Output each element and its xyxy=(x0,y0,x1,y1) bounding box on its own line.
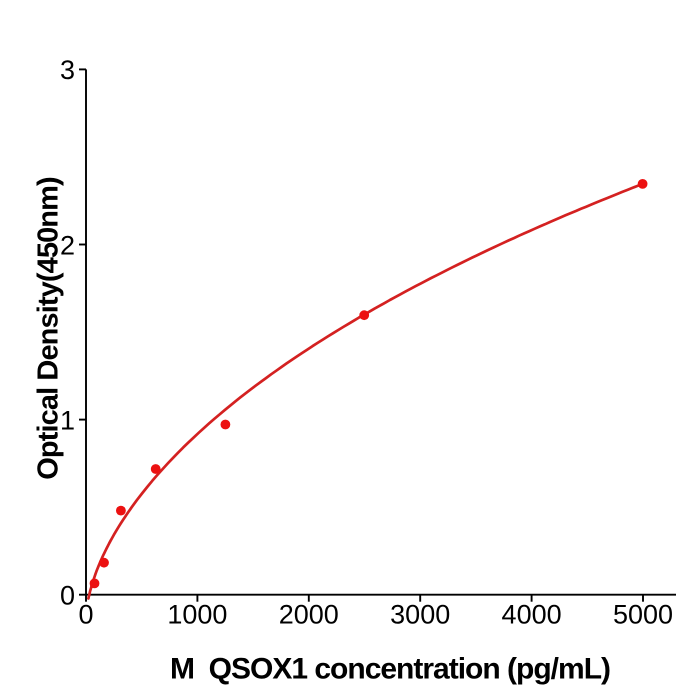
svg-text:3: 3 xyxy=(60,55,75,85)
svg-text:1: 1 xyxy=(60,405,75,435)
svg-text:2: 2 xyxy=(60,230,75,260)
svg-text:5000: 5000 xyxy=(613,600,673,630)
svg-text:2000: 2000 xyxy=(279,600,339,630)
svg-text:M QSOX1 concentration (pg/mL): M QSOX1 concentration (pg/mL) xyxy=(170,653,610,686)
svg-text:4000: 4000 xyxy=(502,600,562,630)
svg-text:0: 0 xyxy=(78,600,93,630)
svg-text:1000: 1000 xyxy=(167,600,227,630)
svg-text:Optical Density(450nm): Optical Density(450nm) xyxy=(33,177,65,480)
svg-text:3000: 3000 xyxy=(390,600,450,630)
svg-text:0: 0 xyxy=(60,581,75,611)
